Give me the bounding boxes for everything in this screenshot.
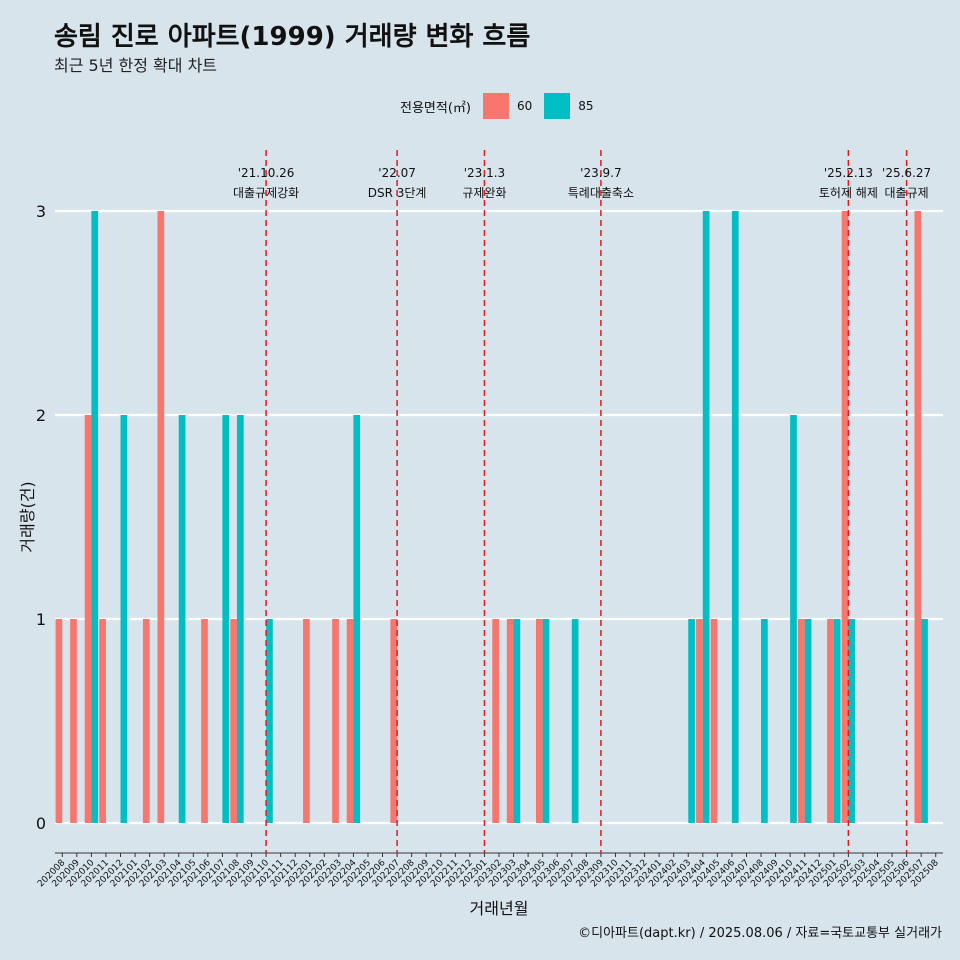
bar-85-202501 bbox=[833, 619, 841, 823]
bar-60-202108 bbox=[230, 619, 237, 823]
bar-60-202411 bbox=[798, 619, 805, 823]
bar-60-202207 bbox=[390, 619, 398, 823]
bar-85-202012 bbox=[120, 415, 128, 823]
y-tick-label: 3 bbox=[36, 202, 46, 221]
bar-60-202103 bbox=[157, 211, 165, 823]
legend-swatch-85 bbox=[544, 93, 571, 119]
bar-60-202204 bbox=[346, 619, 354, 823]
bar-85-202303 bbox=[513, 619, 521, 823]
legend-title: 전용면적(㎡) bbox=[400, 100, 471, 116]
bar-60-202010 bbox=[84, 415, 92, 823]
event-label: 대출규제강화 bbox=[233, 186, 299, 200]
bar-85-202107 bbox=[222, 415, 230, 823]
bar-85-202404 bbox=[702, 211, 710, 823]
bar-60-202507 bbox=[914, 211, 922, 823]
bar-85-202411 bbox=[804, 619, 812, 823]
event-date-label: '22.07 bbox=[378, 166, 416, 180]
bar-85-202305 bbox=[542, 619, 550, 823]
legend-label-60: 60 bbox=[516, 99, 533, 113]
event-label: 특례대출축소 bbox=[568, 186, 634, 200]
bar-60-202201 bbox=[303, 619, 310, 823]
bar-85-202108 bbox=[236, 415, 244, 823]
y-tick-label: 2 bbox=[36, 406, 46, 425]
event-date-label: '23.1.3 bbox=[464, 166, 505, 180]
bar-85-202406 bbox=[731, 211, 739, 823]
event-date-label: '21.10.26 bbox=[238, 166, 295, 180]
event-date-label: '25.6.27 bbox=[882, 166, 931, 180]
legend-swatch-60 bbox=[482, 93, 509, 119]
bar-60-202009 bbox=[70, 619, 77, 823]
x-axis-title: 거래년월 bbox=[470, 899, 529, 918]
event-label: DSR 3단계 bbox=[368, 186, 427, 200]
bar-60-202405 bbox=[710, 619, 718, 823]
bar-85-202204 bbox=[353, 415, 361, 823]
bar-85-202408 bbox=[761, 619, 768, 823]
bar-60-202302 bbox=[492, 619, 499, 823]
event-date-label: '25.2.13 bbox=[824, 166, 873, 180]
bar-85-202104 bbox=[178, 415, 186, 823]
bar-60-202102 bbox=[142, 619, 150, 823]
bar-85-202507 bbox=[921, 619, 928, 823]
bar-85-202110 bbox=[266, 619, 273, 823]
bar-60-202501 bbox=[827, 619, 834, 823]
event-label: 대출규제 bbox=[885, 186, 929, 200]
bar-85-202307 bbox=[571, 619, 579, 823]
bar-60-202404 bbox=[696, 619, 703, 823]
event-label: 토허제 해제 bbox=[819, 186, 878, 200]
bar-60-202305 bbox=[535, 619, 543, 823]
y-tick-label: 1 bbox=[36, 610, 46, 629]
bar-85-202010 bbox=[91, 211, 99, 823]
event-date-label: '23.9.7 bbox=[580, 166, 621, 180]
chart-title: 송림 진로 아파트(1999) 거래량 변화 흐름 bbox=[54, 22, 531, 52]
bar-60-202011 bbox=[99, 619, 106, 823]
bar-85-202410 bbox=[790, 415, 797, 823]
bar-85-202502 bbox=[848, 619, 856, 823]
source-caption: ©디아파트(dapt.kr) / 2025.08.06 / 자료=국토교통부 실… bbox=[578, 926, 942, 941]
bar-85-202403 bbox=[688, 619, 695, 823]
y-axis-title: 거래량(건) bbox=[18, 481, 37, 552]
chart-subtitle: 최근 5년 한정 확대 차트 bbox=[54, 56, 218, 75]
bar-60-202203 bbox=[332, 619, 339, 823]
bar-60-202303 bbox=[506, 619, 514, 823]
bar-60-202106 bbox=[201, 619, 208, 823]
bar-60-202502 bbox=[841, 211, 849, 823]
y-tick-label: 0 bbox=[36, 814, 46, 833]
legend-label-85: 85 bbox=[578, 99, 594, 113]
event-label: 규제완화 bbox=[462, 186, 506, 200]
bar-60-202008 bbox=[55, 619, 63, 823]
legend: 전용면적(㎡) 60 85 bbox=[400, 93, 594, 119]
